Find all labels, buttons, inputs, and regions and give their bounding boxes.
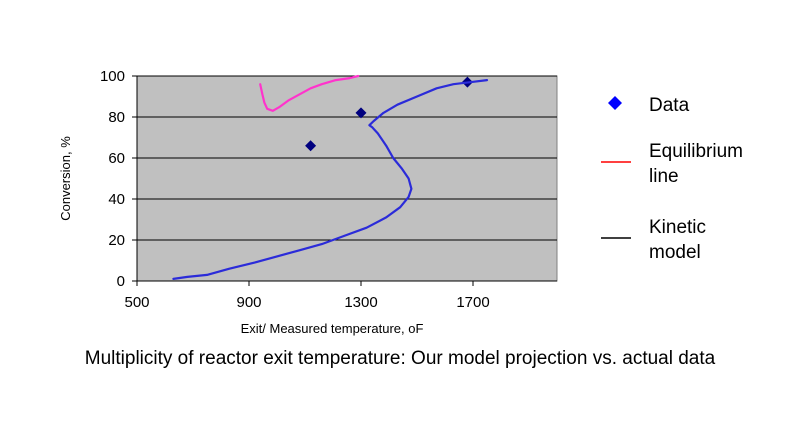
kinetic-model-line <box>172 78 489 280</box>
y-tick-label: 0 <box>117 273 125 290</box>
y-tick-label: 60 <box>108 150 125 167</box>
equilibrium-line-line <box>259 74 360 112</box>
y-tick-label: 80 <box>108 109 125 126</box>
x-tick-label: 1700 <box>456 294 489 311</box>
legend-marker-data <box>608 96 622 110</box>
y-axis-label: Conversion, % <box>58 136 73 221</box>
legend: Data Equilibrium line Kinetic model <box>601 95 743 263</box>
gridlines <box>137 75 557 241</box>
x-tick-label: 1300 <box>344 294 377 311</box>
chart-caption: Multiplicity of reactor exit temperature… <box>84 348 716 369</box>
legend-label-equilibrium-line: Equilibrium <box>649 141 743 162</box>
data-point <box>305 140 317 152</box>
y-tick-label: 40 <box>108 191 125 208</box>
x-axis-label: Exit/ Measured temperature, oF <box>241 321 424 336</box>
legend-label-equilibrium-line: line <box>649 166 679 187</box>
data-point <box>355 107 367 119</box>
plot-area <box>136 75 558 282</box>
legend-label-kinetic-model: Kinetic <box>649 217 706 238</box>
x-axis-ticks: 500 900 1300 1700 <box>124 280 557 311</box>
x-tick-label: 900 <box>236 294 261 311</box>
legend-label-kinetic-model: model <box>649 242 701 263</box>
y-tick-label: 100 <box>100 68 125 85</box>
y-tick-label: 20 <box>108 232 125 249</box>
legend-label-data: Data <box>649 95 690 116</box>
x-tick-label: 500 <box>124 294 149 311</box>
series-layer <box>172 74 489 280</box>
y-axis-ticks: 0 20 40 60 80 100 <box>100 68 138 290</box>
